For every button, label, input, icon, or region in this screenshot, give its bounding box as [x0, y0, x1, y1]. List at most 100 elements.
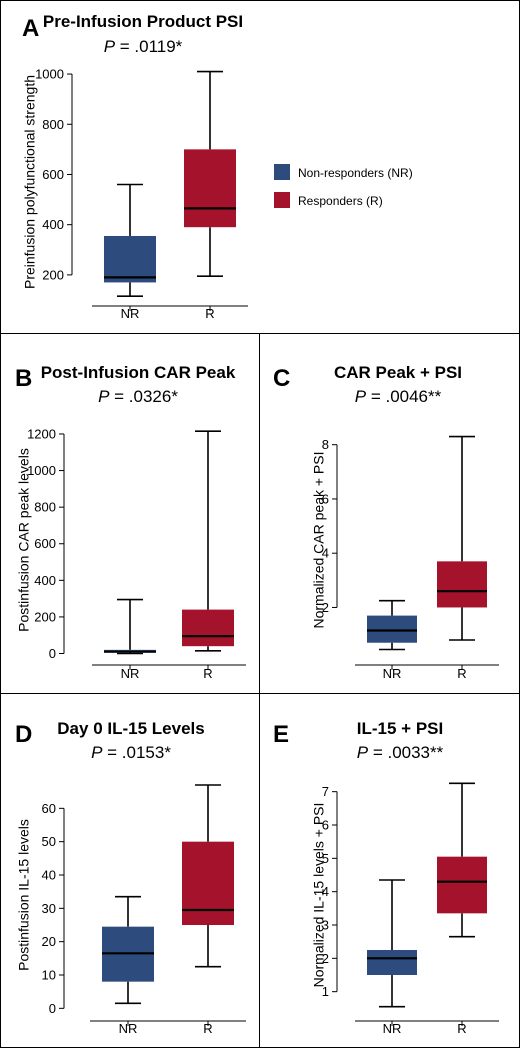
box-nr	[102, 895, 154, 1005]
y-tick-label: 30	[42, 901, 56, 916]
panel-e: E IL-15 + PSI P = .0033** 1 2 3 4 5 6 7 NR R Normali…	[273, 719, 499, 1036]
legend-label-nr: Non-responders (NR)	[298, 166, 413, 180]
y-tick-label: 7	[322, 784, 329, 799]
box-r	[437, 782, 487, 938]
x-tick-label: R	[205, 306, 214, 321]
y-tick-label: 1	[322, 984, 329, 999]
divider-row2	[0, 693, 520, 694]
y-tick-label: 800	[42, 117, 64, 132]
box-nr	[367, 599, 417, 651]
box-r	[182, 784, 234, 968]
iqr-box	[437, 561, 487, 608]
panel-a: A Pre-Infusion Product PSI P = .0119* 200 40…	[21, 12, 248, 321]
y-tick-label: 2	[322, 951, 329, 966]
x-tick-label: R	[457, 666, 466, 681]
y-tick-label: 3	[322, 918, 329, 933]
y-tick-label: 600	[42, 167, 64, 182]
p-value: P = .0033**	[357, 743, 444, 762]
p-value: P = .0326*	[98, 387, 178, 406]
iqr-box	[104, 235, 156, 283]
x-tick-label: R	[203, 1021, 212, 1036]
p-value-text: = .0119*	[115, 37, 183, 56]
panel-title: Pre-Infusion Product PSI	[43, 12, 243, 31]
y-tick-label: 8	[322, 437, 329, 452]
iqr-box	[184, 149, 236, 228]
p-symbol: P	[355, 387, 367, 406]
x-tick-label: R	[203, 666, 212, 681]
panel-title: Post-Infusion CAR Peak	[41, 363, 236, 382]
p-symbol: P	[98, 387, 110, 406]
y-axis-label: Normalized IL-15 levels + PSI	[310, 803, 326, 988]
iqr-box	[437, 856, 487, 914]
iqr-box	[367, 950, 417, 975]
p-value: P = .0046**	[355, 387, 442, 406]
divider-col	[259, 333, 260, 1048]
panel-label: C	[273, 365, 290, 392]
p-value-text: = .0153*	[102, 743, 171, 762]
y-axis-label: Postinfusion IL-15 levels	[15, 819, 31, 971]
panel-label: B	[15, 365, 32, 392]
y-axis-label: Normalized CAR peak + PSI	[310, 451, 326, 628]
panel-label: D	[15, 721, 32, 748]
y-tick-label: 4	[322, 884, 329, 899]
panel-b: B Post-Infusion CAR Peak P = .0326* 0 200 400…	[15, 363, 246, 681]
y-axis-label: Preinfusion polyfunctional strength	[21, 75, 37, 289]
y-tick-label: 40	[42, 868, 56, 883]
box-nr	[367, 879, 417, 1008]
p-value: P = .0119*	[104, 37, 183, 56]
box-r	[437, 435, 487, 641]
panel-title: CAR Peak + PSI	[334, 363, 462, 382]
y-tick-label: 4	[322, 546, 329, 561]
p-value: P = .0153*	[91, 743, 171, 762]
y-tick-label: 1200	[27, 426, 56, 441]
legend-label-r: Responders (R)	[298, 194, 383, 208]
y-tick-label: 600	[34, 536, 56, 551]
divider-row1	[0, 333, 520, 334]
box-r	[184, 70, 236, 277]
y-axis-label: Postinfusion CAR peak levels	[15, 448, 31, 632]
panel-d: D Day 0 IL-15 Levels P = .0153* 0 10 20 30 40 50…	[15, 719, 246, 1036]
y-tick-label: 60	[42, 801, 56, 816]
x-tick-label: NR	[119, 1021, 138, 1036]
x-tick-label: NR	[121, 306, 140, 321]
iqr-box	[182, 609, 234, 647]
y-tick-label: 20	[42, 934, 56, 949]
y-tick-label: 400	[34, 573, 56, 588]
y-tick-label: 6	[322, 491, 329, 506]
legend: Non-responders (NR) Responders (R)	[274, 164, 413, 208]
y-tick-label: 1000	[35, 67, 64, 82]
box-r	[182, 430, 234, 652]
x-tick-label: NR	[121, 666, 140, 681]
p-symbol: P	[357, 743, 369, 762]
panel-label: A	[22, 15, 39, 42]
y-tick-label: 2	[322, 600, 329, 615]
p-value-text: = .0046**	[366, 387, 442, 406]
legend-swatch-r	[274, 192, 290, 208]
box-nr	[104, 598, 156, 655]
y-tick-label: 10	[42, 968, 56, 983]
y-tick-label: 50	[42, 834, 56, 849]
y-tick-label: 0	[49, 646, 56, 661]
y-tick-label: 0	[49, 1001, 56, 1016]
panel-title: IL-15 + PSI	[357, 719, 443, 738]
y-tick-label: 6	[322, 818, 329, 833]
panel-title: Day 0 IL-15 Levels	[57, 719, 204, 738]
y-tick-label: 5	[322, 851, 329, 866]
y-tick-label: 800	[34, 500, 56, 515]
box-nr	[104, 183, 156, 298]
y-tick-label: 1000	[27, 463, 56, 478]
legend-swatch-nr	[274, 164, 290, 180]
p-value-text: = .0326*	[109, 387, 178, 406]
iqr-box	[182, 841, 234, 925]
x-tick-label: NR	[383, 666, 402, 681]
panel-label: E	[273, 721, 289, 748]
x-tick-label: R	[457, 1021, 466, 1036]
panel-c: C CAR Peak + PSI P = .0046** 2 4 6 8 NR R Normali…	[273, 363, 499, 681]
y-tick-label: 200	[34, 609, 56, 624]
iqr-box	[367, 615, 417, 643]
p-value-text: = .0033**	[368, 743, 444, 762]
x-tick-label: NR	[383, 1021, 402, 1036]
y-tick-label: 400	[42, 217, 64, 232]
